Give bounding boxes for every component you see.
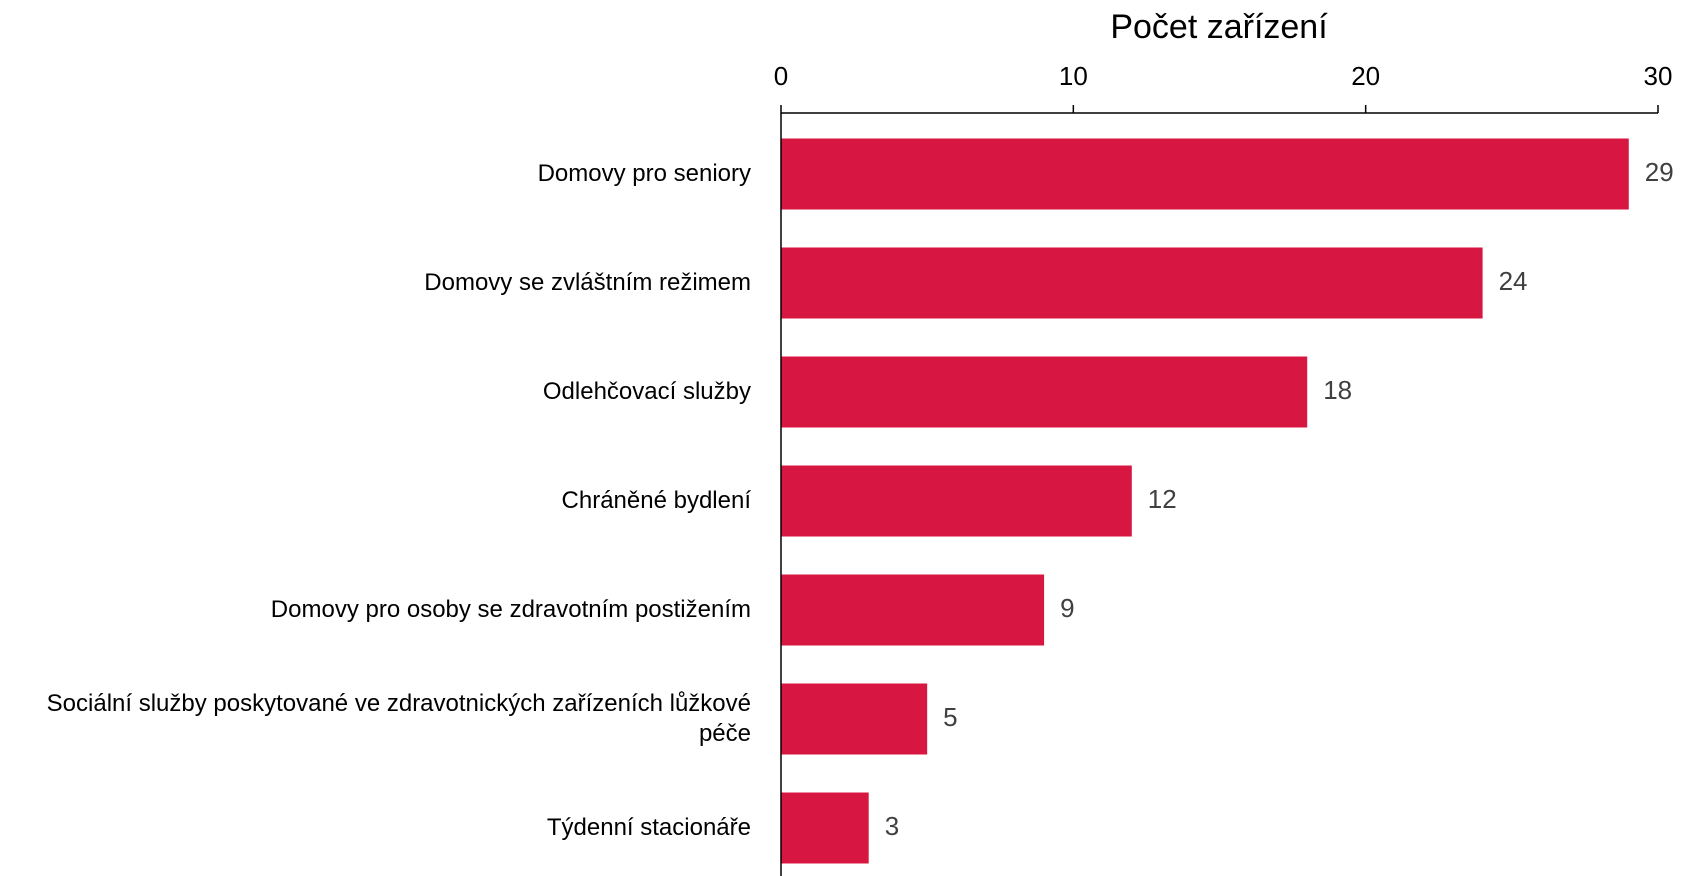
data-label: 5 <box>943 702 957 732</box>
y-tick-label: Týdenní stacionáře <box>546 814 751 841</box>
bar <box>781 465 1132 537</box>
y-tick-label: Domovy se zvláštním režimem <box>424 269 751 296</box>
axis-title: Počet zařízení <box>1110 8 1328 46</box>
data-label: 12 <box>1148 484 1177 514</box>
bar <box>781 683 928 755</box>
data-label: 3 <box>885 811 899 841</box>
x-tick-label: 10 <box>1059 61 1088 91</box>
data-label: 18 <box>1323 375 1352 405</box>
bar <box>781 247 1483 319</box>
y-tick-label: Chráněné bydlení <box>561 487 751 514</box>
x-tick-label: 20 <box>1351 61 1380 91</box>
bar <box>781 356 1308 428</box>
bar <box>781 138 1629 210</box>
data-label: 24 <box>1499 266 1528 296</box>
y-tick-label: Domovy pro seniory <box>537 160 751 187</box>
bar <box>781 574 1045 646</box>
data-label: 9 <box>1060 593 1074 623</box>
x-tick-label: 0 <box>774 61 788 91</box>
y-tick-label: Sociální služby poskytované ve zdravotni… <box>46 690 751 747</box>
y-tick-label: Odlehčovací služby <box>542 378 751 405</box>
y-tick-label: Domovy pro osoby se zdravotním postižení… <box>270 596 751 623</box>
x-tick-label: 30 <box>1644 61 1673 91</box>
data-label: 29 <box>1645 157 1674 187</box>
bar <box>781 792 869 864</box>
